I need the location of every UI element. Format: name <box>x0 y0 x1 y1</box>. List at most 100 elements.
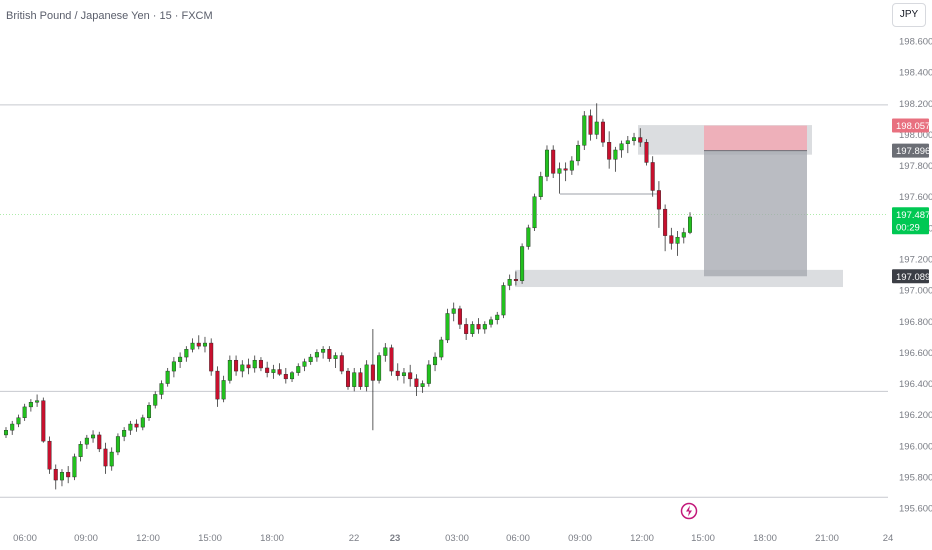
candle[interactable] <box>358 372 363 387</box>
candle[interactable] <box>364 364 369 387</box>
candle[interactable] <box>594 121 599 135</box>
candle[interactable] <box>576 145 581 162</box>
candle[interactable] <box>240 364 245 372</box>
candle[interactable] <box>327 349 332 359</box>
candle[interactable] <box>557 168 562 174</box>
candle[interactable] <box>632 137 637 141</box>
candle[interactable] <box>308 356 313 362</box>
candle[interactable] <box>582 115 587 146</box>
candle[interactable] <box>389 347 394 372</box>
candle[interactable] <box>159 383 164 395</box>
candle[interactable] <box>339 355 344 372</box>
candle[interactable] <box>165 370 170 384</box>
candle[interactable] <box>507 279 512 286</box>
candle[interactable] <box>513 279 518 281</box>
candle[interactable] <box>532 196 537 229</box>
candle[interactable] <box>538 176 543 197</box>
candle[interactable] <box>178 356 183 362</box>
candle[interactable] <box>464 324 469 334</box>
candle[interactable] <box>171 361 176 372</box>
candle[interactable] <box>600 121 605 143</box>
candle[interactable] <box>3 430 8 436</box>
candle[interactable] <box>408 372 413 380</box>
candle[interactable] <box>401 372 406 376</box>
candle[interactable] <box>439 339 444 358</box>
candle[interactable] <box>489 319 494 325</box>
candle[interactable] <box>520 246 525 281</box>
candle[interactable] <box>277 369 282 375</box>
candle[interactable] <box>265 367 270 373</box>
candle[interactable] <box>433 356 438 366</box>
candle[interactable] <box>35 400 40 403</box>
candle[interactable] <box>470 324 475 334</box>
candle[interactable] <box>234 359 239 372</box>
candle[interactable] <box>669 235 674 244</box>
candle[interactable] <box>53 468 58 481</box>
candle[interactable] <box>501 285 506 316</box>
candle[interactable] <box>202 342 207 347</box>
candle[interactable] <box>476 324 481 330</box>
candle[interactable] <box>140 417 145 428</box>
candle[interactable] <box>221 380 226 400</box>
candle[interactable] <box>246 364 251 369</box>
candle[interactable] <box>544 149 549 177</box>
candle[interactable] <box>215 370 220 400</box>
candle[interactable] <box>10 423 15 431</box>
candle[interactable] <box>115 436 120 453</box>
candle[interactable] <box>445 313 450 341</box>
candle[interactable] <box>296 366 301 373</box>
candle[interactable] <box>59 472 64 481</box>
candle[interactable] <box>414 378 419 387</box>
candle[interactable] <box>625 140 630 144</box>
candle[interactable] <box>28 402 33 408</box>
candle[interactable] <box>420 383 425 387</box>
candle[interactable] <box>395 370 400 376</box>
candle[interactable] <box>588 115 593 135</box>
candle[interactable] <box>569 160 574 171</box>
candle[interactable] <box>16 417 21 425</box>
candle[interactable] <box>153 394 158 406</box>
candle[interactable] <box>377 355 382 381</box>
candle[interactable] <box>209 342 214 372</box>
candle[interactable] <box>681 232 686 238</box>
candle[interactable] <box>321 349 326 353</box>
candle[interactable] <box>128 423 133 431</box>
candle[interactable] <box>227 359 232 381</box>
candle[interactable] <box>346 370 351 387</box>
candle[interactable] <box>78 444 83 457</box>
candle[interactable] <box>638 137 643 143</box>
candle[interactable] <box>607 142 612 160</box>
candle[interactable] <box>252 359 257 369</box>
candle[interactable] <box>675 236 680 244</box>
candle[interactable] <box>451 308 456 314</box>
candle[interactable] <box>290 372 295 380</box>
candle[interactable] <box>495 314 500 320</box>
candle[interactable] <box>644 142 649 163</box>
candle[interactable] <box>656 190 661 210</box>
candle[interactable] <box>526 227 531 247</box>
candle[interactable] <box>190 342 195 350</box>
candle[interactable] <box>184 349 189 358</box>
candle[interactable] <box>66 472 71 478</box>
flash-icon[interactable] <box>680 502 698 520</box>
candle[interactable] <box>91 434 96 439</box>
candle[interactable] <box>72 456 77 478</box>
candle[interactable] <box>122 430 127 437</box>
candle[interactable] <box>103 448 108 467</box>
candle[interactable] <box>41 400 46 442</box>
candle[interactable] <box>688 216 693 233</box>
take-profit-zone[interactable] <box>704 150 807 277</box>
candle[interactable] <box>352 372 357 387</box>
candle[interactable] <box>383 347 388 356</box>
candle[interactable] <box>196 342 201 347</box>
candle[interactable] <box>97 434 102 450</box>
candle[interactable] <box>482 324 487 330</box>
candle[interactable] <box>457 308 462 325</box>
candle[interactable] <box>370 364 375 381</box>
candle[interactable] <box>258 359 263 369</box>
candle[interactable] <box>563 168 568 171</box>
candle[interactable] <box>619 143 624 151</box>
candle[interactable] <box>134 423 139 428</box>
candle[interactable] <box>650 162 655 191</box>
stop-loss-zone[interactable] <box>704 125 807 151</box>
